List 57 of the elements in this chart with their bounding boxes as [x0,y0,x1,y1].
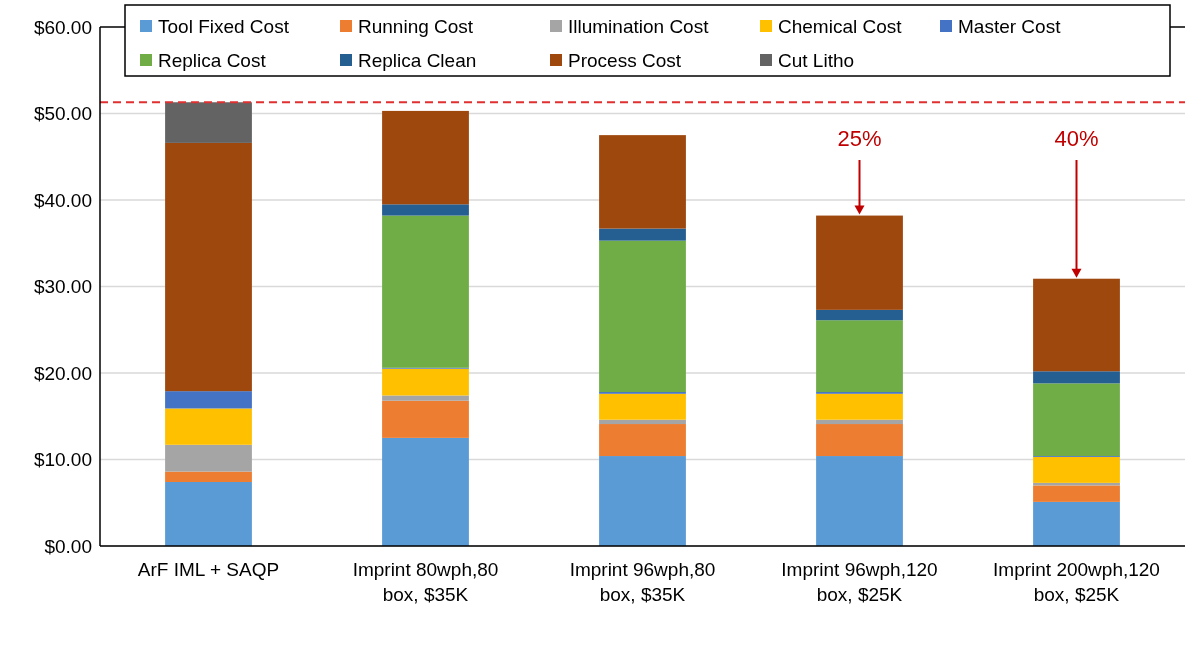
y-tick-label: $10.00 [33,449,92,471]
bar [816,215,903,310]
y-tick-label: $20.00 [33,362,92,384]
annotation: 25% [837,125,882,151]
bar [1033,371,1120,384]
bar [599,228,686,241]
y-tick-label: $30.00 [33,276,92,298]
bar [816,456,903,546]
y-tick-label: $50.00 [33,103,92,125]
bar [1033,501,1120,546]
bar [382,400,469,438]
bar [1033,278,1120,372]
x-tick-label: ArF IML + SAQP [137,559,280,580]
bar [382,204,469,216]
bar [165,142,252,392]
bar [816,320,903,393]
bar [816,393,903,420]
legend-label: Master Cost [958,15,1062,37]
legend-label: Replica Clean [358,49,477,71]
y-tick-label: $60.00 [33,16,92,38]
bar [599,135,686,229]
bar [165,102,252,143]
y-tick-label: $0.00 [44,535,92,557]
legend-label: Illumination Cost [568,15,710,37]
x-tick-label: Imprint 96wph,120 box, $25K [781,559,938,605]
bar [1033,383,1120,457]
legend-label: Replica Cost [158,49,267,71]
bar [382,110,469,205]
bar [165,408,252,445]
bar [382,437,469,546]
bar [165,471,252,482]
bar [382,395,469,401]
bar [816,424,903,457]
x-tick-label: Imprint 96wph,80 box, $35K [569,559,716,605]
bar [599,419,686,425]
bar [165,481,252,546]
bar [165,444,252,472]
bar [599,240,686,393]
bar [599,424,686,457]
legend-label: Running Cost [358,15,474,37]
x-tick-label: Imprint 80wph,80 box, $35K [352,559,499,605]
bar [382,215,469,368]
bar [382,368,469,396]
legend-label: Process Cost [568,49,682,71]
x-tick-label: Imprint 200wph,120 box, $25K [993,559,1160,605]
bar [1033,485,1120,502]
legend-label: Cut Litho [778,49,855,71]
legend-label: Tool Fixed Cost [158,15,290,37]
bar [599,456,686,546]
bar [599,393,686,420]
bar [165,391,252,409]
y-tick-label: $40.00 [33,189,92,211]
bar [816,309,903,321]
bar [816,419,903,425]
annotation: 40% [1054,125,1099,151]
bar [1033,456,1120,483]
legend-label: Chemical Cost [778,15,903,37]
